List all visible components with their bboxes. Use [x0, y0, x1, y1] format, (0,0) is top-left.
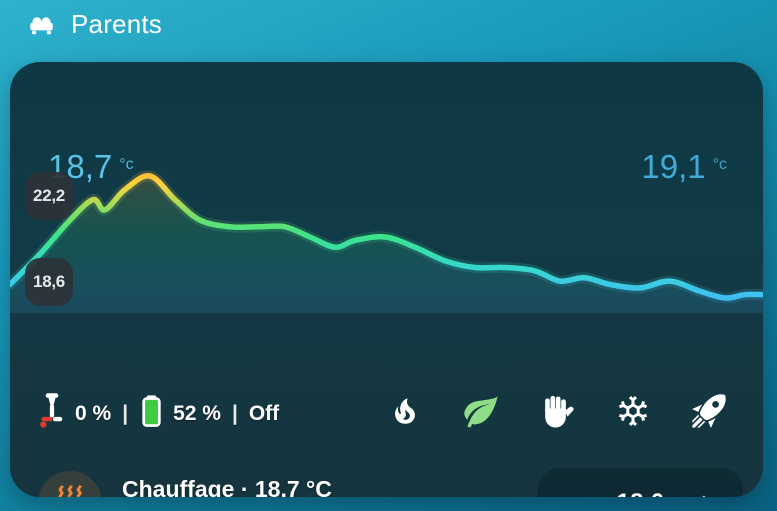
preset-boost-button[interactable]: [688, 392, 730, 436]
decrease-temperature-button[interactable]: −: [564, 488, 590, 497]
rocket-icon: [689, 391, 729, 436]
chart-min-badge: 18,6: [25, 258, 73, 306]
target-temperature-stepper: − 18,0 +: [538, 467, 743, 498]
radiator-icon: [52, 482, 88, 497]
preset-comfort-button[interactable]: [384, 392, 426, 436]
preset-manual-button[interactable]: [536, 392, 578, 436]
flame-icon: [388, 392, 422, 435]
page-title: Parents: [71, 9, 163, 39]
preset-buttons: [384, 392, 730, 436]
climate-row: Chauffage · 18,7 °C Il y a 18 secondes −…: [10, 452, 763, 497]
chart-line: [10, 173, 763, 301]
battery-icon: [139, 394, 164, 434]
radiator-valve-icon: [38, 392, 66, 436]
temperature-chart-section: 18,7 °c 19,1 °c 22,2 18,6: [10, 62, 763, 313]
temperature-unit: °c: [712, 156, 727, 173]
area-header: Parents: [28, 9, 162, 40]
status-summary: 0 % | 52 % | Off: [38, 392, 279, 436]
temperature-unit: °c: [119, 156, 134, 173]
climate-entity-button[interactable]: [38, 470, 102, 497]
bed-icon: [28, 11, 55, 38]
climate-info: Chauffage · 18,7 °C Il y a 18 secondes: [122, 476, 332, 497]
preset-frost-button[interactable]: [612, 392, 654, 436]
hand-icon: [537, 390, 577, 437]
leaf-icon: [461, 391, 501, 436]
secondary-temperature: 19,1 °c: [641, 148, 727, 185]
increase-temperature-button[interactable]: +: [691, 488, 717, 497]
battery-percent: 52 %: [173, 401, 221, 425]
climate-title: Chauffage · 18,7 °C: [122, 476, 332, 497]
snowflake-icon: [615, 393, 651, 434]
status-row: 0 % | 52 % | Off: [10, 375, 763, 452]
separator: |: [122, 401, 129, 425]
temperature-chart: [10, 170, 763, 313]
hvac-state: Off: [248, 401, 280, 425]
thermostat-card: 18,7 °c 19,1 °c 22,2 18,6: [10, 62, 763, 497]
chart-max-badge: 22,2: [25, 172, 73, 220]
preset-eco-button[interactable]: [460, 392, 502, 436]
separator: |: [231, 401, 238, 425]
valve-percent: 0 %: [75, 401, 112, 425]
target-temperature-value: 18,0: [617, 489, 665, 498]
chart-area-fill: [10, 175, 763, 313]
